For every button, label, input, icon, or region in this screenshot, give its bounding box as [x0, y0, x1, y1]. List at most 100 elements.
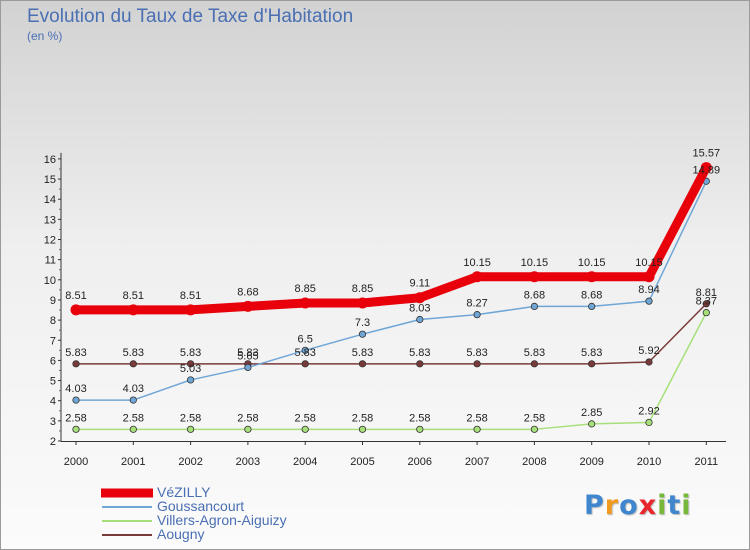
x-tick-label: 2011 [694, 456, 718, 468]
data-point [645, 418, 653, 427]
data-point [702, 309, 710, 317]
x-tick-label: 2006 [408, 456, 432, 468]
legend-swatch-aougny [102, 534, 152, 536]
data-point [530, 425, 539, 433]
logo-letter: r [604, 490, 620, 521]
data-label: 9.11 [410, 278, 431, 290]
series-line [71, 163, 711, 315]
data-point [357, 297, 368, 309]
data-label: 4.03 [123, 383, 144, 395]
y-tick-label: 15 [44, 174, 56, 186]
legend-swatch-villers-agron-aiguizy [102, 520, 152, 522]
y-tick-label: 13 [44, 214, 56, 226]
data-point [473, 311, 481, 319]
y-tick-label: 8 [50, 315, 56, 327]
data-point [299, 297, 311, 309]
y-axis-unit-label: (en %) [27, 29, 63, 43]
logo-letter: i [681, 490, 692, 521]
data-point [72, 360, 80, 368]
data-label: 2.58 [180, 412, 201, 424]
data-point [358, 425, 367, 433]
legend-swatch-goussancourt [102, 506, 152, 508]
x-tick-label: 2009 [579, 456, 603, 468]
proxiti-logo: Proxiti [584, 490, 692, 521]
data-label: 5.03 [180, 363, 201, 375]
legend-label-aougny: Aougny [157, 526, 205, 542]
data-point [185, 304, 197, 316]
data-point [70, 304, 82, 316]
logo-letter: P [584, 490, 605, 521]
x-tick-label: 2000 [64, 456, 88, 468]
data-point [72, 396, 80, 404]
data-point [473, 425, 481, 433]
chart-title: Evolution du Taux de Taxe d'Habitation [27, 6, 354, 27]
data-point [416, 425, 424, 433]
data-label: 8.51 [180, 290, 201, 302]
data-point [528, 271, 540, 283]
data-point [471, 271, 483, 283]
data-label: 8.81 [696, 287, 717, 299]
data-label: 7.3 [355, 317, 370, 329]
data-label: 5.83 [409, 347, 430, 359]
y-tick-label: 3 [50, 416, 56, 428]
data-point [645, 358, 653, 366]
data-label: 15.57 [693, 148, 721, 160]
data-label: 10.15 [463, 257, 491, 269]
data-point [358, 360, 367, 368]
x-tick-label: 2005 [350, 456, 374, 468]
data-point [129, 425, 137, 433]
logo-letter: o [619, 490, 639, 521]
legend-swatch-vezilly [101, 488, 153, 498]
legend-label-villers-agron-aiguizy: Villers-Agron-Aiguizy [157, 512, 287, 528]
data-label: 5.83 [180, 347, 201, 359]
data-point [301, 346, 309, 354]
y-tick-label: 7 [50, 335, 56, 347]
y-tick-label: 2 [50, 436, 56, 448]
data-point [244, 425, 252, 433]
y-tick-label: 11 [45, 255, 56, 267]
data-label: 8.85 [294, 283, 315, 295]
data-point [473, 360, 481, 368]
data-label: 2.58 [409, 412, 430, 424]
data-label: 6.5 [298, 333, 313, 345]
data-point [530, 302, 539, 310]
data-point [72, 425, 80, 433]
y-tick-label: 4 [50, 396, 56, 408]
data-point [586, 271, 598, 283]
data-point [414, 292, 426, 304]
legend-label-vezilly: VéZILLY [157, 484, 211, 500]
data-label: 8.85 [352, 283, 373, 295]
data-label: 2.58 [123, 412, 144, 424]
data-point [588, 360, 596, 368]
data-point [244, 363, 252, 372]
data-point [129, 360, 137, 368]
x-tick-label: 2010 [637, 456, 661, 468]
data-label: 10.15 [578, 257, 606, 269]
logo-letter: i [657, 490, 668, 521]
data-label: 2.58 [294, 412, 315, 424]
data-label: 8.03 [409, 302, 430, 314]
x-tick-label: 2007 [465, 456, 489, 468]
y-tick-label: 14 [44, 194, 56, 206]
data-point [127, 304, 139, 316]
data-label: 8.27 [466, 298, 487, 310]
x-tick-label: 2002 [178, 456, 202, 468]
series-line [75, 311, 708, 431]
data-label: 2.58 [466, 412, 487, 424]
data-label: 2.58 [237, 412, 258, 424]
data-label: 4.03 [65, 383, 86, 395]
y-tick-label: 5 [50, 376, 56, 388]
data-label: 8.51 [65, 290, 86, 302]
data-point [301, 360, 309, 368]
data-label: 2.58 [352, 412, 373, 424]
data-label: 5.83 [65, 347, 86, 359]
x-tick-label: 2004 [293, 456, 317, 468]
data-point [416, 315, 424, 324]
data-label: 8.68 [524, 289, 545, 301]
data-label: 2.58 [524, 412, 545, 424]
data-label: 8.37 [696, 296, 717, 308]
data-point [187, 360, 195, 368]
x-tick-label: 2001 [121, 456, 145, 468]
data-point [702, 300, 710, 308]
